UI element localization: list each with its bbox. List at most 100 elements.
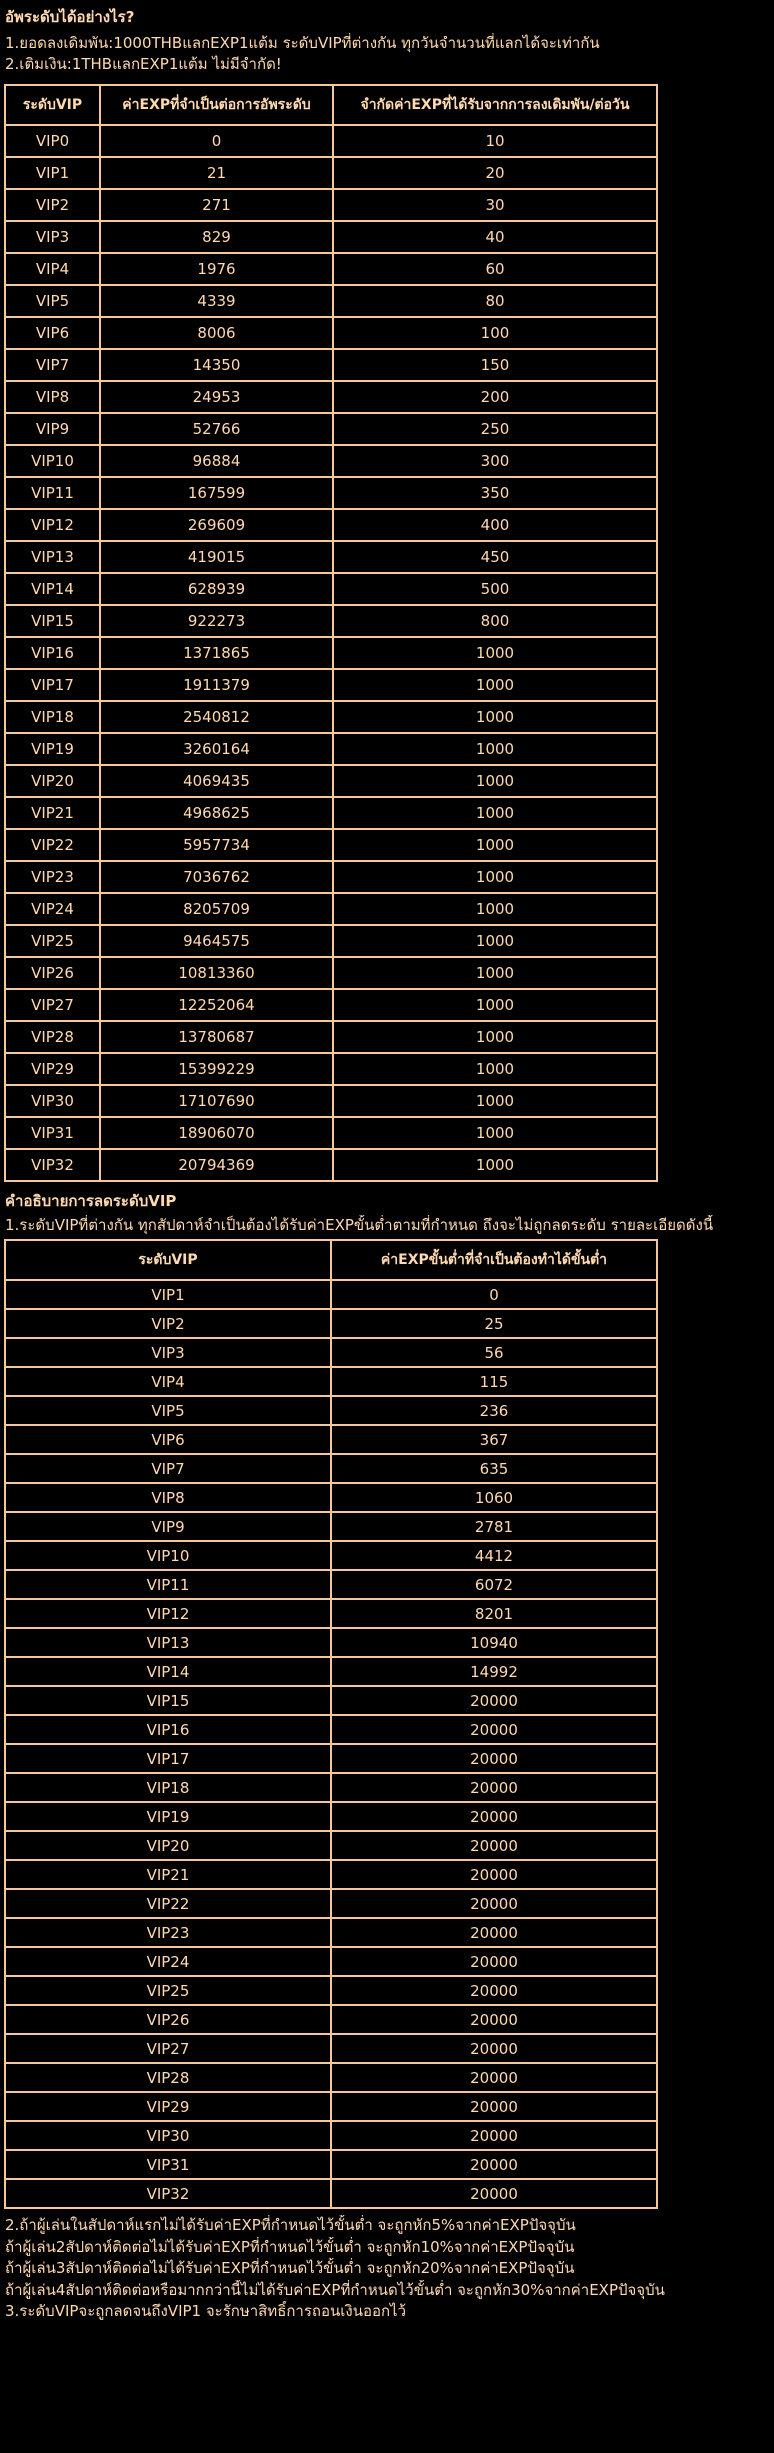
table-cell: 21	[99, 156, 334, 190]
table-cell: VIP7	[4, 348, 101, 382]
table-row: VIP28 20000	[4, 2062, 658, 2093]
table-row: VIP32 20794369 1000	[4, 1148, 658, 1182]
table-row: VIP14 14992	[4, 1656, 658, 1687]
table-cell: 20000	[330, 2149, 658, 2180]
table-cell: 4069435	[99, 764, 334, 798]
table-cell: 1000	[332, 1116, 658, 1150]
table-cell: 20000	[330, 1801, 658, 1832]
table-row: VIP0 0 10	[4, 124, 658, 158]
column-header: ระดับVIP	[4, 84, 101, 126]
table-row: VIP18 20000	[4, 1772, 658, 1803]
table-row: VIP8 24953 200	[4, 380, 658, 414]
table-row: VIP4 1976 60	[4, 252, 658, 286]
table-cell: 1000	[332, 1084, 658, 1118]
header-row: ระดับVIP ค่าEXPที่จำเป็นต่อการอัพระดับ จำก…	[4, 84, 658, 126]
table-cell: 8201	[330, 1598, 658, 1629]
column-header: จำกัดค่าEXPที่ได้รับจากการลงเดิมพัน/ต่อว…	[332, 84, 658, 126]
column-header: ค่าEXPขั้นต่ำที่จำเป็นต้องทำได้ขั้นต่ำ	[330, 1239, 658, 1281]
footer-line-4: ถ้าผู้เล่น4สัปดาห์ติดต่อหรือมากกว่านี้ไม…	[5, 2280, 665, 2299]
table-cell: 20000	[330, 2062, 658, 2093]
table-cell: 829	[99, 220, 334, 254]
table-cell: 922273	[99, 604, 334, 638]
table-row: VIP9 2781	[4, 1511, 658, 1542]
table-row: VIP21 4968625 1000	[4, 796, 658, 830]
table-cell: VIP22	[4, 828, 101, 862]
table-cell: 4968625	[99, 796, 334, 830]
table-cell: 1000	[332, 732, 658, 766]
table-cell: VIP5	[4, 1395, 332, 1426]
table-cell: 200	[332, 380, 658, 414]
table-cell: VIP29	[4, 1052, 101, 1086]
table-cell: 20000	[330, 1946, 658, 1977]
table-cell: VIP21	[4, 796, 101, 830]
table-cell: 1000	[332, 956, 658, 990]
table-cell: VIP27	[4, 988, 101, 1022]
table-cell: 8205709	[99, 892, 334, 926]
table-cell: 20000	[330, 1772, 658, 1803]
table-row: VIP2 271 30	[4, 188, 658, 222]
table-row: VIP32 20000	[4, 2178, 658, 2209]
table-cell: 100	[332, 316, 658, 350]
table-cell: VIP9	[4, 412, 101, 446]
table-cell: 17107690	[99, 1084, 334, 1118]
table-row: VIP26 20000	[4, 2004, 658, 2035]
table-row: VIP3 56	[4, 1337, 658, 1368]
table-cell: VIP28	[4, 1020, 101, 1054]
table-cell: VIP2	[4, 188, 101, 222]
table-row: VIP5 236	[4, 1395, 658, 1426]
table-row: VIP19 20000	[4, 1801, 658, 1832]
table-cell: VIP11	[4, 1569, 332, 1600]
vip-retention-table: ระดับVIP ค่าEXPขั้นต่ำที่จำเป็นต้องทำได้ข…	[4, 1239, 658, 2209]
table-cell: 20000	[330, 2033, 658, 2064]
footer-notes: 2.ถ้าผู้เล่นในสัปดาห์แรกไม่ได้รับค่าEXPท…	[3, 2215, 774, 2323]
table-cell: 80	[332, 284, 658, 318]
table-cell: VIP23	[4, 1917, 332, 1948]
table-cell: VIP32	[4, 1148, 101, 1182]
table-row: VIP21 20000	[4, 1859, 658, 1890]
table-cell: VIP21	[4, 1859, 332, 1890]
table-cell: 10940	[330, 1627, 658, 1658]
table-cell: 18906070	[99, 1116, 334, 1150]
table-row: VIP27 20000	[4, 2033, 658, 2064]
table-row: VIP23 7036762 1000	[4, 860, 658, 894]
table-cell: VIP24	[4, 1946, 332, 1977]
table-row: VIP20 20000	[4, 1830, 658, 1861]
table-cell: VIP7	[4, 1453, 332, 1484]
table-cell: 1000	[332, 1052, 658, 1086]
table-row: VIP16 1371865 1000	[4, 636, 658, 670]
downgrade-section-line: 1.ระดับVIPที่ต่างกัน ทุกสัปดาห์จำเป็นต้อ…	[5, 1216, 714, 1234]
table-row: VIP28 13780687 1000	[4, 1020, 658, 1054]
table-row: VIP6 367	[4, 1424, 658, 1455]
table-cell: VIP10	[4, 1540, 332, 1571]
vip-rules-page: อัพระดับได้อย่างไร? 1.ยอดลงเดิมพัน:1000T…	[3, 8, 774, 2323]
table-cell: 1371865	[99, 636, 334, 670]
table-cell: 20000	[330, 1888, 658, 1919]
column-header: ค่าEXPที่จำเป็นต่อการอัพระดับ	[99, 84, 334, 126]
table-cell: VIP15	[4, 1685, 332, 1716]
table-cell: VIP2	[4, 1308, 332, 1339]
footer-line-2: ถ้าผู้เล่น2สัปดาห์ติดต่อไม่ได้รับค่าEXPท…	[5, 2237, 575, 2256]
table-cell: VIP19	[4, 732, 101, 766]
table-cell: VIP24	[4, 892, 101, 926]
table-cell: 1000	[332, 764, 658, 798]
table-cell: 8006	[99, 316, 334, 350]
table-row: VIP11 167599 350	[4, 476, 658, 510]
table-cell: 12252064	[99, 988, 334, 1022]
table-row: VIP29 15399229 1000	[4, 1052, 658, 1086]
intro-line-1: 1.ยอดลงเดิมพัน:1000THBแลกEXP1แต้ม ระดับV…	[5, 34, 600, 52]
table-cell: 367	[330, 1424, 658, 1455]
table-cell: VIP30	[4, 2120, 332, 2151]
table-row: VIP1 21 20	[4, 156, 658, 190]
table-cell: 1000	[332, 668, 658, 702]
table-cell: VIP18	[4, 1772, 332, 1803]
table-cell: 40	[332, 220, 658, 254]
table-cell: 9464575	[99, 924, 334, 958]
table-cell: 1000	[332, 892, 658, 926]
page-title: อัพระดับได้อย่างไร?	[5, 8, 135, 26]
table-cell: VIP28	[4, 2062, 332, 2093]
table-cell: 4339	[99, 284, 334, 318]
table-cell: VIP6	[4, 316, 101, 350]
table-cell: VIP18	[4, 700, 101, 734]
table-cell: 2781	[330, 1511, 658, 1542]
table-cell: 500	[332, 572, 658, 606]
